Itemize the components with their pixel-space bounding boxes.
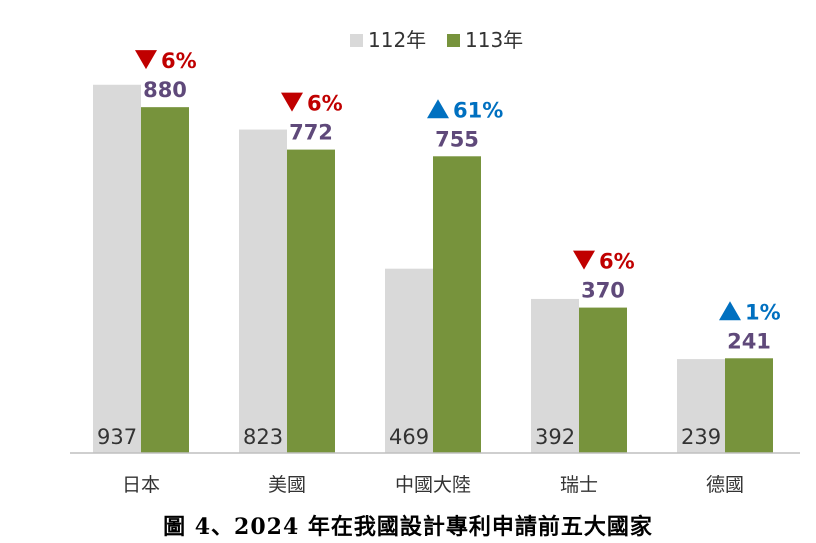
- bar-112-3: [531, 298, 579, 453]
- value-label-113-0: 880: [143, 78, 187, 102]
- value-label-112-3: 392: [535, 425, 575, 449]
- figure-caption: 圖 4、2024 年在我國設計專利申請前五大國家: [163, 514, 653, 540]
- legend: 112年 113年: [350, 28, 523, 52]
- x-tick-label-3: 瑞士: [560, 474, 598, 496]
- bar-112-0: [93, 84, 141, 453]
- value-label-112-1: 823: [243, 425, 283, 449]
- bar-112-1: [239, 129, 287, 453]
- change-label-3: 6%: [599, 250, 635, 274]
- down-triangle-icon: [281, 92, 303, 112]
- value-label-113-2: 755: [435, 127, 479, 151]
- up-triangle-icon: [719, 301, 741, 321]
- bar-113-0: [141, 107, 189, 453]
- value-label-113-1: 772: [289, 121, 333, 145]
- value-label-112-2: 469: [389, 425, 429, 449]
- labels: 937 880 6% 823 772 6% 469 755 61% 392 370 6% 239 241 1…: [97, 49, 781, 449]
- change-label-2: 61%: [453, 98, 503, 122]
- x-tick-label-0: 日本: [122, 474, 160, 496]
- change-label-0: 6%: [161, 49, 197, 73]
- value-label-113-3: 370: [581, 279, 625, 303]
- value-label-113-4: 241: [727, 329, 771, 353]
- bar-chart: 112年 113年 937 880 6% 823 772 6% 469 755 61% 392 370…: [70, 28, 800, 496]
- legend-swatch-113: [447, 34, 460, 47]
- value-label-112-4: 239: [681, 425, 721, 449]
- x-tick-label-1: 美國: [268, 474, 306, 496]
- value-label-112-0: 937: [97, 425, 137, 449]
- change-label-4: 1%: [745, 300, 781, 324]
- legend-label-113: 113年: [465, 28, 523, 52]
- x-tick-label-4: 德國: [706, 474, 744, 496]
- bar-113-3: [579, 307, 627, 453]
- bars: [93, 84, 773, 453]
- down-triangle-icon: [135, 50, 157, 70]
- bar-113-4: [725, 358, 773, 453]
- bar-113-2: [433, 156, 481, 453]
- legend-swatch-112: [350, 34, 363, 47]
- legend-label-112: 112年: [368, 28, 426, 52]
- x-tick-label-2: 中國大陸: [395, 474, 471, 496]
- bar-112-2: [385, 268, 433, 453]
- x-tick-labels: 日本 美國 中國大陸 瑞士 德國: [122, 474, 744, 496]
- bar-113-1: [287, 149, 335, 453]
- down-triangle-icon: [573, 250, 595, 270]
- up-triangle-icon: [427, 99, 449, 119]
- bar-112-4: [677, 359, 725, 453]
- change-label-1: 6%: [307, 92, 343, 116]
